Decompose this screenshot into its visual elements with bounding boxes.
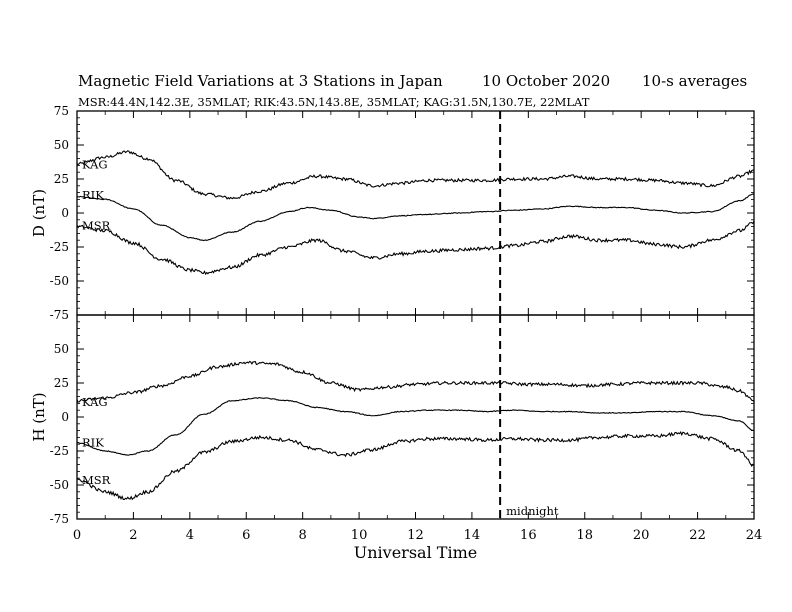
ytick-label-D--50: -50: [50, 274, 69, 288]
panel-frame-H: [76, 314, 755, 520]
xtick-label-16: 16: [520, 528, 537, 543]
ytick-label-H-25: 25: [54, 376, 69, 390]
xtick-label-14: 14: [464, 528, 481, 543]
series-label-D-RIK: RIK: [82, 188, 104, 202]
ytick-label-D-25: 25: [54, 172, 69, 186]
panel-frame-D: [76, 110, 755, 316]
trace-H-KAG: [76, 360, 755, 403]
ytick-label-D--75: -75: [50, 308, 69, 322]
ytick-label-H-50: 50: [54, 342, 69, 356]
trace-D-RIK: [76, 193, 755, 242]
ytick-label-D-50: 50: [54, 138, 69, 152]
chart-averages-note: 10-s averages: [642, 72, 748, 90]
ytick-label-D--25: -25: [50, 240, 69, 254]
ytick-label-H--50: -50: [50, 478, 69, 492]
trace-H-RIK: [76, 397, 755, 456]
chart-title: Magnetic Field Variations at 3 Stations …: [78, 72, 443, 90]
series-label-D-MSR: MSR: [82, 218, 111, 232]
xtick-label-20: 20: [633, 528, 650, 543]
series-label-H-MSR: MSR: [82, 473, 111, 487]
xtick-label-24: 24: [746, 528, 763, 543]
ytick-label-H--25: -25: [50, 444, 69, 458]
midnight-label: midnight: [506, 504, 559, 518]
xtick-label-22: 22: [689, 528, 706, 543]
ytick-label-H--75: -75: [50, 512, 69, 526]
series-label-D-KAG: KAG: [82, 158, 108, 172]
xtick-label-2: 2: [129, 528, 137, 543]
xtick-label-8: 8: [299, 528, 307, 543]
ylabel-H: H (nT): [30, 392, 48, 441]
xtick-label-4: 4: [186, 528, 194, 543]
xtick-label-18: 18: [576, 528, 593, 543]
xtick-label-10: 10: [351, 528, 368, 543]
xtick-label-0: 0: [73, 528, 81, 543]
trace-H-MSR: [76, 431, 755, 501]
series-label-H-RIK: RIK: [82, 436, 104, 450]
trace-D-KAG: [76, 150, 755, 200]
xtick-label-12: 12: [407, 528, 424, 543]
chart-date: 10 October 2020: [482, 72, 611, 90]
xlabel: Universal Time: [354, 543, 477, 562]
series-label-H-KAG: KAG: [82, 395, 108, 409]
xtick-label-6: 6: [242, 528, 250, 543]
trace-D-MSR: [76, 220, 755, 276]
station-coordinates: MSR:44.4N,142.3E, 35MLAT; RIK:43.5N,143.…: [78, 95, 590, 109]
ytick-label-D-75: 75: [54, 104, 69, 118]
ytick-label-H-0: 0: [61, 410, 69, 424]
ylabel-D: D (nT): [30, 189, 48, 237]
ytick-label-D-0: 0: [61, 206, 69, 220]
